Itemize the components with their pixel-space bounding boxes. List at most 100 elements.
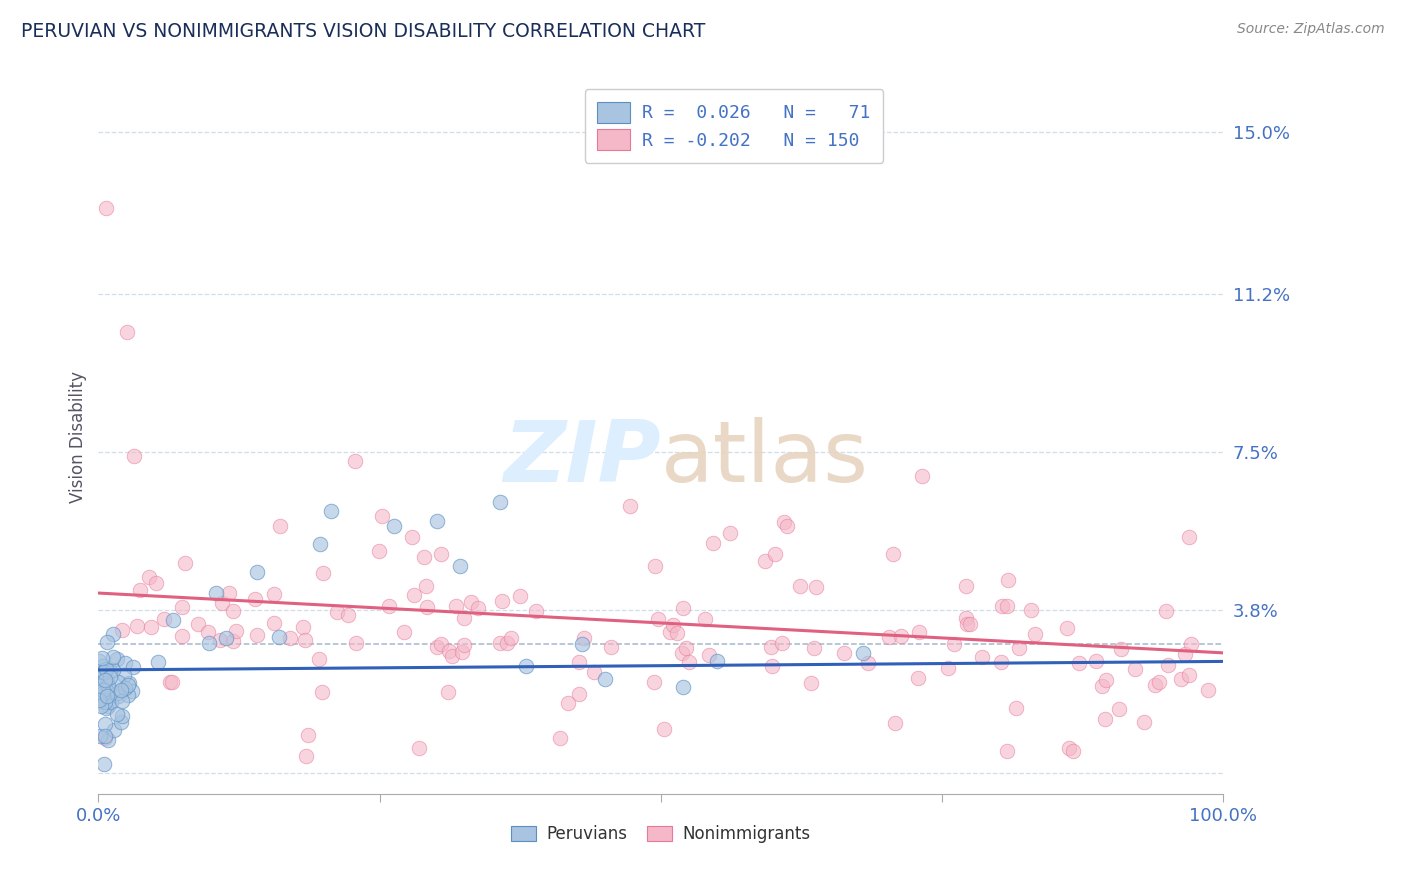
- Text: Source: ZipAtlas.com: Source: ZipAtlas.com: [1237, 22, 1385, 37]
- Point: [451, 645, 474, 659]
- Point: [426, 514, 449, 528]
- Point: [319, 504, 342, 518]
- Point: [117, 688, 139, 702]
- Point: [115, 326, 138, 340]
- Point: [1062, 744, 1084, 758]
- Point: [174, 556, 197, 570]
- Point: [955, 610, 977, 624]
- Point: [269, 519, 291, 533]
- Point: [453, 611, 475, 625]
- Point: [308, 651, 330, 665]
- Point: [295, 748, 318, 763]
- Point: [882, 548, 904, 562]
- Point: [162, 613, 184, 627]
- Point: [761, 658, 783, 673]
- Point: [404, 588, 426, 602]
- Point: [105, 706, 128, 721]
- Point: [429, 637, 451, 651]
- Point: [449, 558, 471, 573]
- Point: [1085, 654, 1108, 668]
- Point: [94, 673, 117, 687]
- Point: [91, 665, 114, 679]
- Point: [94, 662, 117, 676]
- Point: [344, 636, 367, 650]
- Point: [908, 625, 931, 640]
- Point: [1024, 626, 1046, 640]
- Point: [652, 723, 675, 737]
- Point: [1091, 679, 1114, 693]
- Point: [773, 515, 796, 529]
- Point: [995, 599, 1018, 614]
- Point: [444, 599, 467, 613]
- Point: [557, 696, 579, 710]
- Point: [644, 559, 666, 574]
- Point: [245, 565, 267, 579]
- Point: [856, 656, 879, 670]
- Point: [145, 575, 167, 590]
- Point: [408, 740, 430, 755]
- Point: [1123, 662, 1146, 676]
- Point: [129, 582, 152, 597]
- Point: [662, 618, 685, 632]
- Point: [883, 716, 905, 731]
- Point: [93, 756, 115, 771]
- Point: [110, 623, 132, 637]
- Point: [697, 648, 720, 663]
- Point: [392, 625, 415, 640]
- Point: [672, 600, 695, 615]
- Point: [311, 685, 333, 699]
- Point: [1109, 642, 1132, 657]
- Point: [437, 644, 460, 658]
- Point: [110, 714, 132, 729]
- Point: [515, 658, 537, 673]
- Point: [488, 636, 510, 650]
- Point: [337, 607, 360, 622]
- Point: [775, 518, 797, 533]
- Point: [803, 640, 825, 655]
- Point: [103, 723, 125, 738]
- Point: [370, 509, 392, 524]
- Point: [415, 579, 437, 593]
- Point: [118, 676, 141, 690]
- Point: [159, 674, 181, 689]
- Point: [907, 671, 929, 685]
- Point: [574, 632, 596, 646]
- Point: [96, 673, 118, 687]
- Point: [87, 688, 110, 702]
- Point: [107, 690, 129, 704]
- Point: [416, 599, 439, 614]
- Point: [1056, 621, 1078, 635]
- Point: [90, 699, 112, 714]
- Point: [107, 686, 129, 700]
- Point: [96, 635, 118, 649]
- Point: [877, 630, 900, 644]
- Point: [218, 586, 240, 600]
- Point: [263, 615, 285, 630]
- Point: [426, 640, 449, 655]
- Point: [600, 640, 623, 655]
- Point: [138, 570, 160, 584]
- Point: [117, 677, 139, 691]
- Point: [89, 729, 111, 743]
- Point: [571, 637, 593, 651]
- Point: [997, 573, 1019, 587]
- Point: [1067, 656, 1090, 670]
- Point: [94, 695, 117, 709]
- Point: [246, 628, 269, 642]
- Point: [467, 601, 489, 615]
- Point: [693, 612, 716, 626]
- Point: [297, 728, 319, 742]
- Point: [91, 686, 114, 700]
- Point: [152, 612, 174, 626]
- Point: [1007, 640, 1029, 655]
- Point: [208, 632, 231, 647]
- Point: [1108, 702, 1130, 716]
- Point: [291, 620, 314, 634]
- Point: [105, 652, 128, 666]
- Point: [1133, 714, 1156, 729]
- Point: [1157, 658, 1180, 673]
- Point: [413, 550, 436, 565]
- Point: [430, 547, 453, 561]
- Point: [995, 744, 1018, 758]
- Text: ZIP: ZIP: [503, 417, 661, 500]
